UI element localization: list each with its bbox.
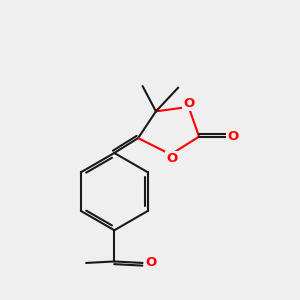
Text: O: O [228, 130, 239, 143]
Text: O: O [167, 152, 178, 165]
Text: O: O [146, 256, 157, 269]
Text: O: O [183, 97, 194, 110]
